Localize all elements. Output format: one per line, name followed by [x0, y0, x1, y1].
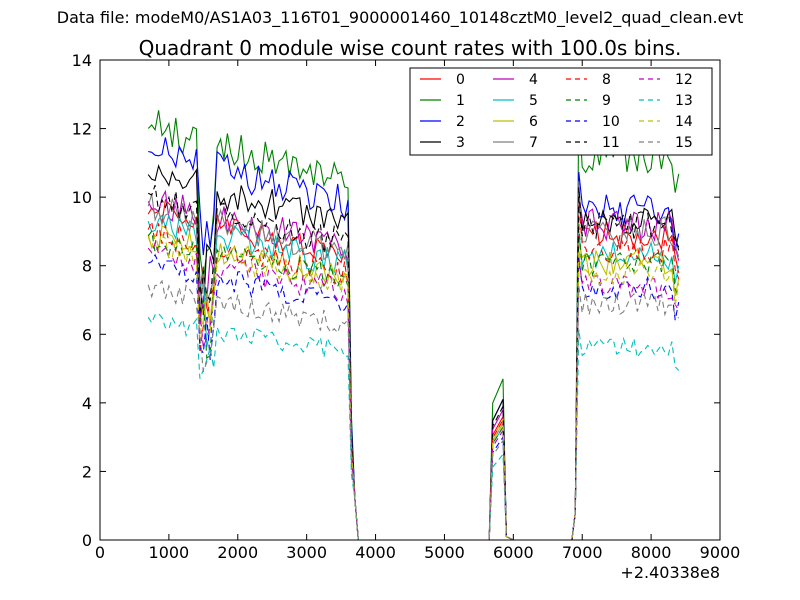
legend-label-6: 6: [529, 114, 538, 130]
legend-label-14: 14: [675, 114, 693, 130]
legend-label-4: 4: [529, 72, 538, 88]
legend-label-8: 8: [602, 72, 611, 88]
legend-label-12: 12: [675, 72, 693, 88]
x-tick-label: 8000: [631, 543, 672, 562]
y-tick-label: 2: [82, 462, 92, 481]
x-offset-label: +2.40338e8: [620, 563, 720, 582]
legend-label-9: 9: [602, 93, 611, 109]
legend-label-15: 15: [675, 135, 693, 151]
series-line-7: [147, 181, 680, 541]
y-tick-label: 4: [82, 394, 92, 413]
series-line-13: [147, 312, 680, 541]
series-line-12: [147, 241, 680, 541]
series-line-5: [147, 214, 680, 541]
legend-box: [409, 67, 713, 156]
legend-label-10: 10: [602, 114, 620, 130]
x-tick-label: 5000: [424, 543, 465, 562]
y-tick-label: 0: [82, 531, 92, 550]
legend-label-7: 7: [529, 135, 538, 151]
x-tick-label: 9000: [700, 543, 741, 562]
legend-label-3: 3: [456, 135, 465, 151]
plot-lines: [147, 106, 680, 541]
y-tick-label: 8: [82, 257, 92, 276]
series-line-15: [147, 279, 680, 541]
series-line-4: [147, 189, 680, 541]
series-line-2: [148, 137, 680, 541]
y-tick-label: 12: [72, 120, 92, 139]
x-tick-label: 2000: [217, 543, 258, 562]
legend-label-13: 13: [675, 93, 693, 109]
x-tick-label: 3000: [286, 543, 327, 562]
series-line-11: [147, 185, 680, 541]
figure-suptitle: Data file: modeM0/AS1A03_116T01_90000014…: [56, 8, 744, 27]
legend-label-5: 5: [529, 93, 538, 109]
series-line-8: [147, 204, 680, 541]
x-tick-label: 1000: [149, 543, 190, 562]
legend-label-11: 11: [602, 135, 620, 151]
series-line-14: [147, 233, 680, 541]
axis-ticks: 0 1000 2000 3000 4000 5000 6000 7000 8000 9000 0 2 4…: [72, 51, 741, 562]
series-line-6: [147, 225, 680, 541]
series-line-9: [147, 223, 680, 541]
x-tick-label: 0: [95, 543, 105, 562]
x-tick-label: 6000: [493, 543, 534, 562]
plot-frame: [99, 59, 721, 541]
x-tick-label: 4000: [355, 543, 396, 562]
series-line-0: [147, 192, 680, 541]
y-tick-label: 10: [72, 188, 92, 207]
legend-label-1: 1: [456, 93, 465, 109]
legend-label-2: 2: [456, 114, 465, 130]
y-tick-label: 14: [72, 51, 92, 70]
y-tick-label: 6: [82, 325, 92, 344]
x-tick-label: 7000: [562, 543, 603, 562]
series-line-1: [147, 106, 680, 541]
legend-label-0: 0: [456, 72, 465, 88]
chart-title: Quadrant 0 module wise count rates with …: [138, 36, 682, 60]
series-line-10: [147, 253, 680, 541]
